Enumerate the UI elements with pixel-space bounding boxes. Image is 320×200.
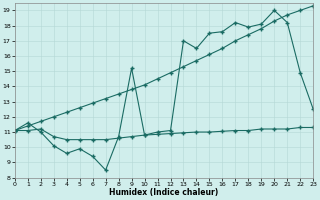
X-axis label: Humidex (Indice chaleur): Humidex (Indice chaleur) bbox=[109, 188, 219, 197]
